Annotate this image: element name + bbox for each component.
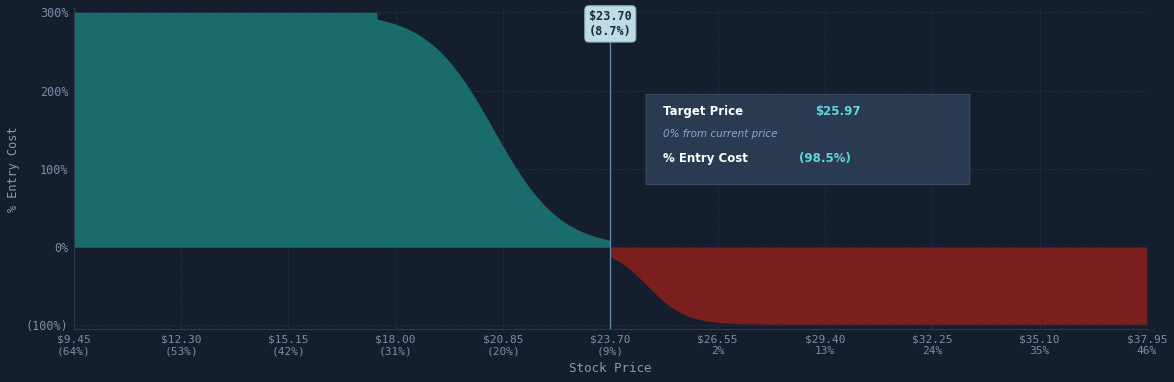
- Text: $23.70
(8.7%): $23.70 (8.7%): [589, 10, 632, 38]
- Text: 0% from current price: 0% from current price: [663, 129, 777, 139]
- Text: Target Price: Target Price: [663, 105, 748, 118]
- Text: (98.5%): (98.5%): [798, 152, 850, 165]
- Text: % Entry Cost: % Entry Cost: [663, 152, 753, 165]
- X-axis label: Stock Price: Stock Price: [569, 362, 652, 375]
- Y-axis label: % Entry Cost: % Entry Cost: [7, 126, 20, 212]
- FancyBboxPatch shape: [646, 94, 970, 185]
- Text: $25.97: $25.97: [816, 105, 861, 118]
